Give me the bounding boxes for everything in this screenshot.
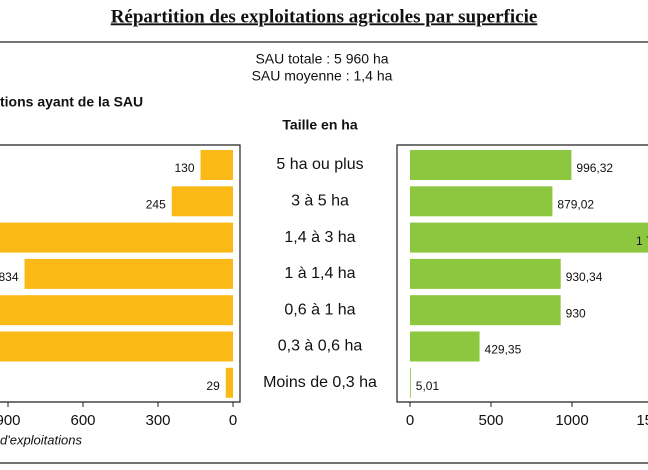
category-label: Moins de 0,3 ha [263, 374, 377, 391]
bar [24, 258, 233, 289]
category-label: 1,4 à 3 ha [284, 229, 355, 246]
bar [410, 367, 411, 398]
x-tick-label: 0 [406, 412, 414, 429]
bar [200, 150, 233, 180]
value-label: 429,35 [485, 343, 522, 357]
x-tick-label: 0 [229, 412, 237, 429]
value-label: 930 [566, 306, 586, 320]
bar [0, 295, 233, 326]
value-label: 834 [0, 270, 19, 284]
category-label: 3 à 5 ha [291, 193, 349, 210]
value-label: 930,34 [566, 270, 603, 284]
bar [0, 222, 233, 253]
value-label: 879,02 [557, 197, 594, 211]
bar [410, 222, 648, 253]
category-label: 0,3 à 0,6 ha [278, 338, 363, 355]
chart-title: Répartition des exploitations agricoles … [111, 6, 538, 27]
x-tick-label: 1000 [555, 412, 588, 429]
bar [410, 186, 553, 217]
bar [410, 150, 572, 180]
value-label: 245 [146, 197, 166, 211]
subtitle: SAU totale : 5 960 ha [255, 51, 388, 67]
value-label: 130 [174, 161, 194, 175]
subtitle: SAU moyenne : 1,4 ha [252, 68, 393, 84]
bar [171, 186, 233, 217]
category-axis-title: Taille en ha [282, 117, 357, 133]
bar [225, 367, 233, 398]
panel-frame [396, 144, 648, 403]
value-label: 5,01 [416, 379, 440, 393]
value-label: 29 [206, 379, 220, 393]
bar [410, 258, 561, 289]
x-tick-label: 300 [145, 412, 170, 429]
x-tick-label: 500 [478, 412, 503, 429]
x-tick-label: 600 [70, 412, 95, 429]
category-label: 0,6 à 1 ha [284, 301, 355, 318]
panel-title: tions ayant de la SAU [0, 94, 143, 110]
x-tick-label: 1500 [636, 412, 648, 429]
bar [410, 331, 480, 362]
value-label: 1 789,96 [636, 234, 648, 248]
value-label: 996,32 [576, 161, 613, 175]
category-label: 1 à 1,4 ha [284, 265, 355, 282]
x-axis-title: d'exploitations [0, 432, 82, 447]
bar [0, 331, 233, 362]
x-tick-label: 900 [0, 412, 21, 429]
bar [410, 295, 561, 326]
category-label: 5 ha ou plus [276, 156, 363, 173]
panel-frame [0, 144, 241, 403]
